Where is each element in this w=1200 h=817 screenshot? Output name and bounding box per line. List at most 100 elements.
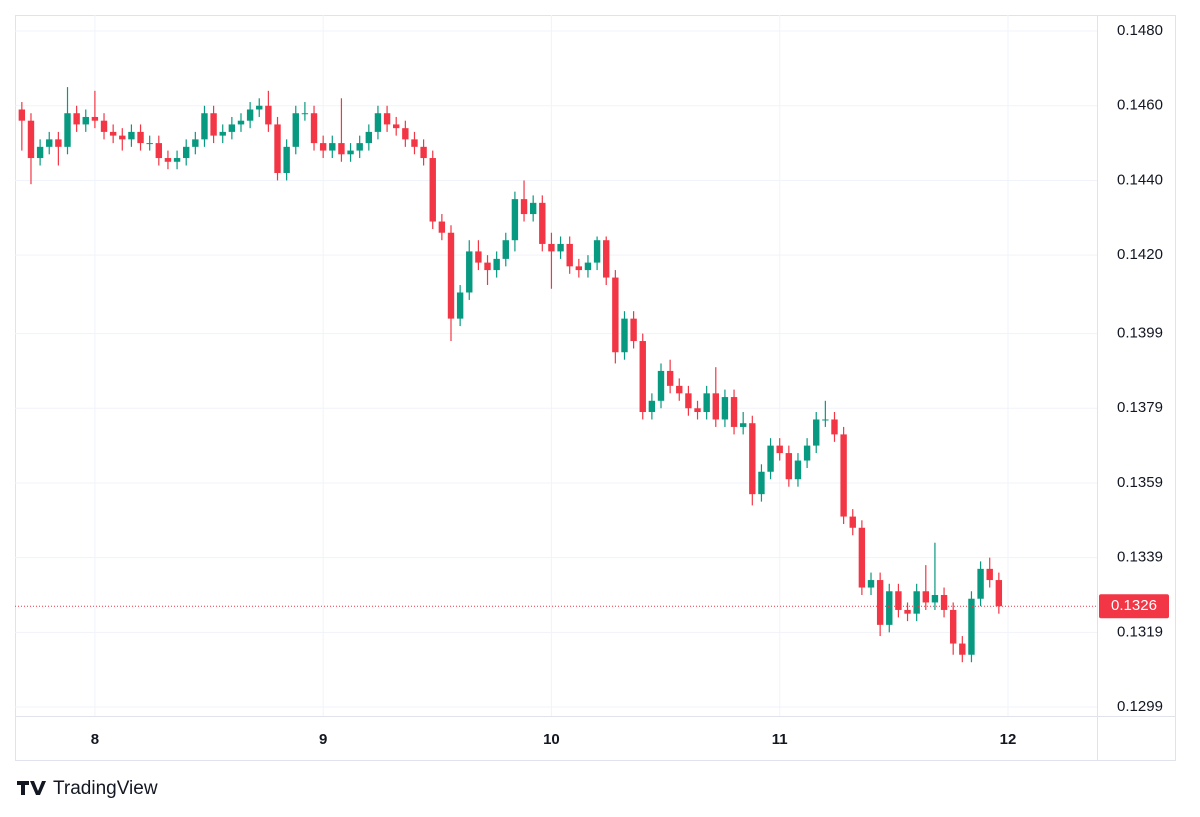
candle-body: [539, 202, 546, 244]
candle-body: [876, 580, 884, 625]
candle-body: [603, 240, 610, 278]
candle-body: [520, 199, 528, 215]
candle-body: [82, 116, 89, 125]
candle-body: [310, 113, 318, 144]
candle-body: [46, 139, 53, 147]
candle-body: [466, 251, 473, 293]
candle-body: [338, 143, 345, 155]
candle-body: [511, 199, 519, 241]
y-tick-label: 0.1299: [1117, 698, 1163, 715]
candle-body: [758, 471, 765, 495]
candle-body: [64, 113, 71, 147]
candle-body: [621, 318, 628, 353]
candle-body: [657, 370, 665, 401]
y-tick-label: 0.1339: [1117, 549, 1163, 566]
candle-body: [237, 120, 245, 125]
candle-body: [246, 109, 254, 121]
candle-body: [666, 370, 674, 386]
candle-body: [548, 243, 555, 252]
candle-body: [895, 591, 902, 610]
candle-body: [429, 158, 436, 222]
candle-body: [256, 105, 263, 110]
candle-body: [219, 131, 226, 136]
candle-body: [986, 568, 993, 581]
candle-body: [867, 580, 875, 588]
candle-body: [831, 419, 838, 435]
candle-body: [365, 131, 373, 144]
candle-body: [886, 591, 893, 625]
candle-body: [383, 113, 391, 125]
candle-body: [493, 258, 500, 271]
x-tick-label: 8: [91, 731, 99, 748]
candle-body: [721, 397, 729, 420]
candle-body: [356, 143, 363, 151]
candle-body: [475, 251, 482, 263]
candle-body: [374, 113, 382, 132]
candle-body: [447, 232, 455, 319]
x-tick-label: 9: [319, 731, 327, 748]
candle-body: [183, 146, 190, 159]
candle-body: [612, 277, 619, 353]
candle-body: [109, 131, 117, 136]
candle-body: [173, 158, 181, 162]
y-tick-label: 0.1319: [1117, 623, 1163, 640]
last-price-badge: [1099, 594, 1169, 619]
x-tick-label: 11: [772, 731, 788, 748]
candle-body: [265, 105, 272, 125]
candle-body: [228, 124, 236, 132]
candle-body: [977, 568, 984, 599]
candle-body: [274, 124, 281, 173]
candle-body: [319, 143, 327, 151]
candle-body: [456, 292, 464, 319]
candle-body: [55, 139, 62, 147]
candle-body: [393, 124, 400, 129]
y-tick-label: 0.1399: [1117, 325, 1163, 342]
candle-body: [301, 113, 309, 115]
candle-body: [803, 445, 811, 461]
logo-mark: [17, 781, 46, 795]
y-tick-label: 0.1480: [1117, 22, 1163, 39]
y-tick-label: 0.1440: [1117, 171, 1163, 188]
candle-body: [137, 131, 144, 144]
candle-body: [402, 128, 409, 140]
candle-body: [712, 393, 719, 420]
candle-body: [73, 113, 80, 125]
candle-body: [968, 598, 975, 655]
candle-body: [685, 393, 692, 409]
candle-body: [940, 594, 948, 610]
candle-body: [749, 423, 756, 495]
y-tick-label: 0.1379: [1117, 399, 1163, 416]
candle-body: [100, 120, 108, 132]
candle-body: [858, 527, 866, 588]
candle-body: [36, 146, 44, 159]
brand-name: TradingView: [53, 778, 158, 799]
candle-body: [703, 393, 710, 412]
candle-body: [128, 131, 135, 140]
candle-body: [931, 594, 939, 603]
candle-body: [694, 408, 701, 412]
candle-body: [739, 423, 747, 427]
candle-body: [794, 460, 802, 480]
y-tick-label: 0.1359: [1117, 474, 1163, 491]
last-price-label: 0.1326: [1111, 597, 1157, 614]
x-tick-label: 12: [1000, 731, 1017, 748]
candle-body: [27, 120, 35, 159]
y-tick-label: 0.1460: [1117, 97, 1163, 114]
candle-body: [292, 113, 299, 147]
candle-body: [959, 643, 966, 655]
candle-body: [164, 158, 172, 162]
candle-body: [119, 135, 126, 140]
candle-body: [502, 240, 509, 259]
candle-body: [593, 240, 601, 263]
candle-body: [438, 221, 446, 233]
candle-body: [146, 143, 153, 145]
candle-body: [785, 453, 793, 480]
candle-body: [18, 109, 26, 121]
x-tick-label: 10: [543, 731, 560, 748]
candle-body: [210, 113, 217, 136]
candle-body: [575, 266, 583, 271]
candle-body: [329, 143, 336, 151]
candle-body: [420, 146, 427, 159]
